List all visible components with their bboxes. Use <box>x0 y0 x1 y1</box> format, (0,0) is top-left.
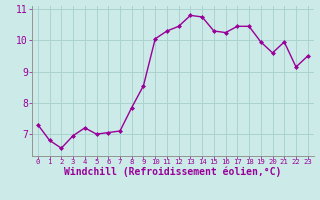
X-axis label: Windchill (Refroidissement éolien,°C): Windchill (Refroidissement éolien,°C) <box>64 167 282 177</box>
